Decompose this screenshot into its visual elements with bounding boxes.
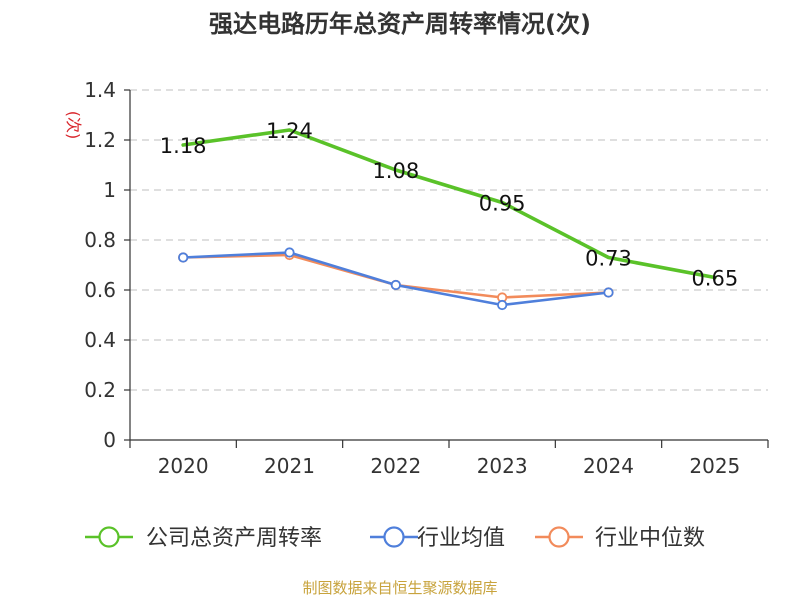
legend-item-1[interactable]: 公司总资产周转率 [85, 526, 322, 551]
legend[interactable]: 公司总资产周转率 行业均值 行业中位数 [85, 526, 705, 551]
data-label: 0.65 [691, 267, 738, 291]
y-tick-label: 1.4 [84, 78, 116, 102]
x-tick-label: 2021 [264, 454, 315, 478]
y-tick-label: 0.6 [84, 278, 116, 302]
x-tick-label: 2020 [158, 454, 209, 478]
data-label: 0.73 [585, 247, 632, 271]
series-line-3 [181, 253, 610, 299]
series-2-point [178, 252, 189, 263]
x-tick-label: 2022 [370, 454, 421, 478]
legend-marker [98, 526, 120, 548]
legend-marker [383, 526, 405, 548]
data-label: 0.95 [479, 192, 526, 216]
series: 1.18 1.24 1.08 0.95 0.73 0.65 [160, 119, 738, 311]
legend-label: 行业中位数 [595, 526, 705, 551]
legend-item-2[interactable]: 行业均值 [370, 526, 505, 551]
series-line-1 [181, 128, 717, 280]
y-tick-label: 0 [103, 428, 116, 452]
y-tick-label: 0.4 [84, 328, 116, 352]
source-note: 制图数据来自恒生聚源数据库 [302, 579, 497, 597]
y-tick-label: 1.2 [84, 128, 116, 152]
series-2-point [284, 247, 295, 258]
data-label: 1.08 [372, 159, 419, 183]
series-2-point [497, 299, 508, 311]
axes: 0 0.2 0.4 0.6 0.8 1 1.2 1.4 2020 2021 2022 2023 2024… [84, 78, 769, 478]
series-line-2 [181, 251, 610, 307]
legend-marker [548, 526, 570, 548]
x-tick-label: 2025 [689, 454, 740, 478]
legend-item-3[interactable]: 行业中位数 [535, 526, 705, 551]
x-tick-label: 2023 [477, 454, 528, 478]
x-tick-label: 2024 [583, 454, 634, 478]
grid-lines [130, 89, 768, 391]
legend-label: 公司总资产周转率 [146, 526, 322, 551]
data-label: 1.24 [266, 119, 313, 143]
y-tick-label: 1 [103, 178, 116, 202]
y-tick-label: 0.8 [84, 228, 116, 252]
y-axis-label: (次) [64, 111, 83, 140]
legend-label: 行业均值 [417, 526, 505, 551]
series-2-point [603, 287, 614, 298]
data-label: 1.18 [160, 134, 207, 158]
y-tick-label: 0.2 [84, 378, 116, 402]
chart-title: 强达电路历年总资产周转率情况(次) [209, 10, 591, 38]
series-2-point [390, 279, 401, 291]
